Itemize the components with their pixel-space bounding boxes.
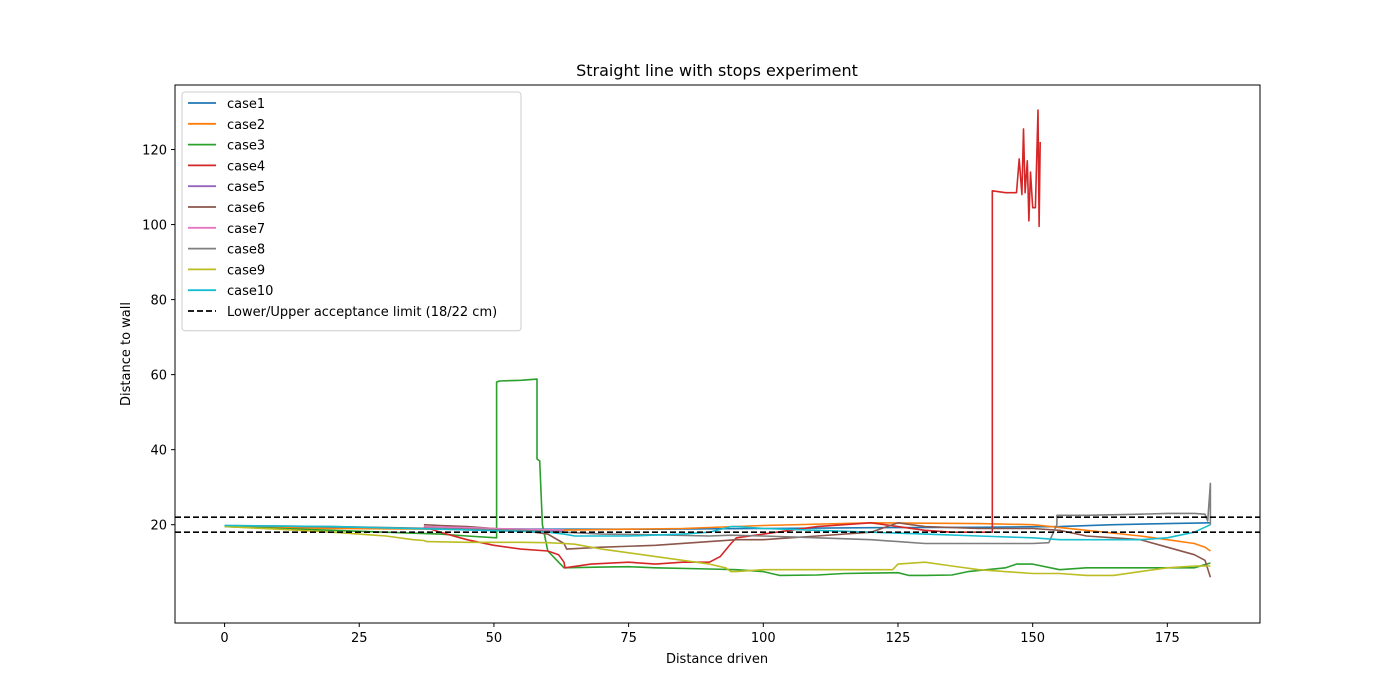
x-tick-label: 75 [620, 631, 637, 646]
y-tick-label: 100 [142, 219, 167, 234]
y-tick-label: 20 [150, 519, 167, 534]
x-tick-label: 25 [351, 631, 368, 646]
legend-label: case5 [227, 180, 265, 195]
series-line-case3 [224, 378, 1211, 577]
y-axis-label: Distance to wall [119, 302, 134, 406]
chart-title: Straight line with stops experiment [576, 61, 858, 80]
series-line-case10 [224, 523, 1211, 541]
x-tick-label: 125 [886, 631, 911, 646]
x-axis: 0 25 50 75 100 125 150 175 [220, 623, 1180, 646]
x-tick-label: 175 [1155, 631, 1180, 646]
x-tick-label: 100 [751, 631, 776, 646]
legend-label: case7 [227, 222, 265, 237]
y-axis: 20 40 60 80 100 120 [142, 144, 175, 534]
legend-label: case3 [227, 139, 265, 154]
acceptance-limits [175, 516, 1260, 534]
x-tick-label: 50 [486, 631, 503, 646]
legend-label: case9 [227, 263, 265, 278]
series-line-case4 [423, 109, 1041, 569]
series-line-case7 [423, 525, 565, 531]
y-tick-label: 120 [142, 144, 167, 159]
x-tick-label: 150 [1020, 631, 1045, 646]
legend-label: case8 [227, 243, 265, 258]
y-tick-label: 60 [150, 369, 167, 384]
plot-area: 0 25 50 75 100 125 150 175 20 40 60 80 100 120 case1… [142, 84, 1261, 646]
x-tick-label: 0 [220, 631, 228, 646]
legend-label: Lower/Upper acceptance limit (18/22 cm) [227, 305, 497, 320]
y-tick-label: 80 [150, 294, 167, 309]
legend: case1 case2 case3 case4 case5 case6 case7 case8… [181, 91, 522, 332]
y-tick-label: 40 [150, 444, 167, 459]
x-axis-label: Distance driven [666, 652, 768, 667]
legend-label: case10 [227, 284, 273, 299]
legend-label: case1 [227, 97, 265, 112]
legend-label: case2 [227, 118, 265, 133]
series-line-case9 [224, 525, 1211, 577]
legend-label: case6 [227, 201, 265, 216]
legend-label: case4 [227, 159, 265, 174]
legend-box [181, 91, 522, 332]
plot-frame [174, 84, 1261, 624]
